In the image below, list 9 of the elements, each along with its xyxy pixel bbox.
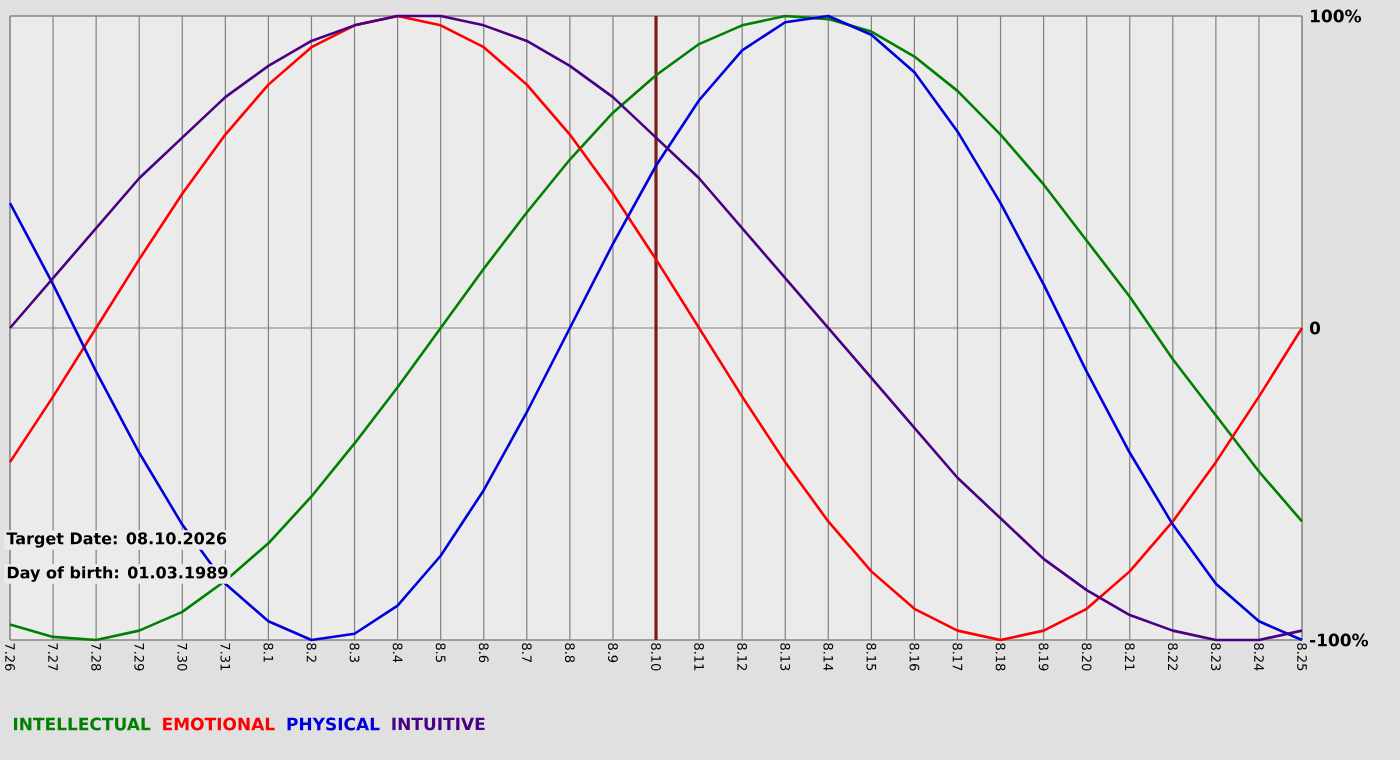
y-tick-label: 0 [1309,321,1321,335]
y-tick-label: 100% [1310,9,1362,23]
text: INTELLECTUAL [13,717,151,731]
text: PHYSICAL [287,717,380,731]
annotation: Target Date: 08.10.2026 [6,532,227,548]
annotation: Day of birth: 01.03.1989 [7,566,228,582]
text: INTUITIVE [392,717,485,731]
text: EMOTIONAL [163,717,275,731]
y-tick-label: -100% [1309,633,1369,647]
